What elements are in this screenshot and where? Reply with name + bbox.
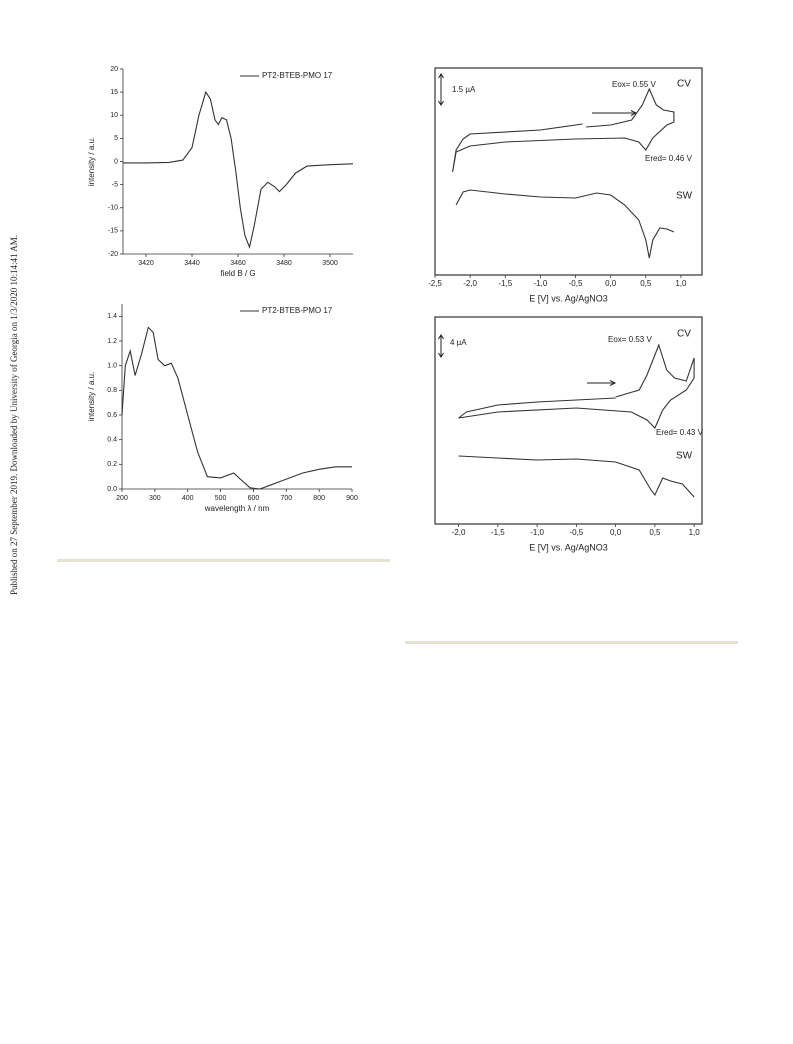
x-tick-label: 3420 — [138, 260, 154, 267]
rule — [405, 641, 738, 644]
x-tick-label: 500 — [215, 495, 227, 502]
x-tick-label: 0,0 — [605, 279, 617, 288]
annotation: Ered= 0.46 V — [645, 154, 693, 163]
x-tick-label: 1,0 — [675, 279, 687, 288]
x-tick-label: -1,0 — [530, 528, 544, 537]
x-tick-label: 3480 — [276, 260, 292, 267]
series-label: CV — [677, 329, 691, 340]
x-axis-title: wavelength λ / nm — [204, 504, 270, 513]
x-tick-label: 700 — [280, 495, 292, 502]
y-tick-label: 0.0 — [107, 486, 117, 493]
x-tick-label: -0,5 — [569, 279, 583, 288]
series-label: SW — [676, 451, 693, 462]
legend-label: PT2-BTEB-PMO 17 — [262, 71, 333, 80]
x-tick-label: 200 — [116, 495, 128, 502]
series-label: SW — [676, 191, 693, 202]
plot-frame — [434, 316, 703, 525]
x-tick-label: 400 — [182, 495, 194, 502]
annotation: 1.5 µA — [452, 85, 476, 94]
x-tick-label: -1,5 — [491, 528, 505, 537]
x-tick-label: 3460 — [230, 260, 246, 267]
y-tick-label: 0.8 — [107, 387, 117, 394]
data-line — [121, 326, 352, 490]
data-line — [458, 343, 695, 429]
scale-arrow — [438, 334, 444, 358]
x-tick-label: 3440 — [184, 260, 200, 267]
x-tick-label: -2,0 — [452, 528, 466, 537]
y-tick-label: 0.6 — [107, 412, 117, 419]
y-tick-label: 15 — [110, 89, 118, 96]
scale-arrow — [438, 73, 444, 106]
rule — [57, 559, 390, 562]
x-axis-title: E [V] vs. Ag/AgNO3 — [529, 293, 608, 303]
data-line — [123, 90, 354, 249]
y-tick-label: 1.0 — [107, 363, 117, 370]
x-axis-title: E [V] vs. Ag/AgNO3 — [529, 542, 608, 552]
y-axis-title: intensity / a.u. — [87, 372, 96, 421]
scan-arrow-head — [609, 380, 617, 386]
y-tick-label: -10 — [108, 205, 118, 212]
annotation: 4 µA — [450, 338, 467, 347]
x-tick-label: -0,5 — [569, 528, 583, 537]
y-tick-label: 1.4 — [107, 313, 117, 320]
annotation: Eox= 0.55 V — [612, 80, 656, 89]
x-tick-label: 600 — [248, 495, 260, 502]
x-tick-label: -2,0 — [463, 279, 477, 288]
y-tick-label: 0.4 — [107, 437, 117, 444]
annotation: Eox= 0.53 V — [608, 335, 652, 344]
data-line — [455, 189, 675, 259]
x-tick-label: 3500 — [322, 260, 338, 267]
side-note: Published on 27 September 2019. Download… — [9, 235, 19, 595]
legend-label: PT2-BTEB-PMO 17 — [262, 306, 333, 315]
y-tick-label: -20 — [108, 251, 118, 258]
y-tick-label: -5 — [112, 181, 118, 188]
x-tick-label: -1,0 — [533, 279, 547, 288]
annotation: Ered= 0.43 V — [656, 428, 704, 437]
data-line — [452, 87, 675, 173]
x-tick-label: 0,5 — [649, 528, 661, 537]
x-tick-label: 1,0 — [689, 528, 701, 537]
x-tick-label: 900 — [346, 495, 358, 502]
series-label: CV — [677, 79, 691, 90]
data-line — [458, 455, 695, 498]
y-tick-label: 20 — [110, 66, 118, 73]
x-tick-label: 0,5 — [640, 279, 652, 288]
plot-frame — [434, 67, 703, 276]
y-tick-label: 1.2 — [107, 338, 117, 345]
y-tick-label: 5 — [114, 135, 118, 142]
x-tick-label: -1,5 — [498, 279, 512, 288]
y-tick-label: 10 — [110, 112, 118, 119]
x-tick-label: 0,0 — [610, 528, 622, 537]
y-tick-label: 0 — [114, 158, 118, 165]
x-tick-label: 800 — [313, 495, 325, 502]
y-tick-label: -15 — [108, 228, 118, 235]
y-axis-title: intensity / a.u. — [87, 137, 96, 186]
x-tick-label: -2,5 — [428, 279, 442, 288]
x-axis-title: field B / G — [220, 269, 255, 278]
x-tick-label: 300 — [149, 495, 161, 502]
y-tick-label: 0.2 — [107, 461, 117, 468]
